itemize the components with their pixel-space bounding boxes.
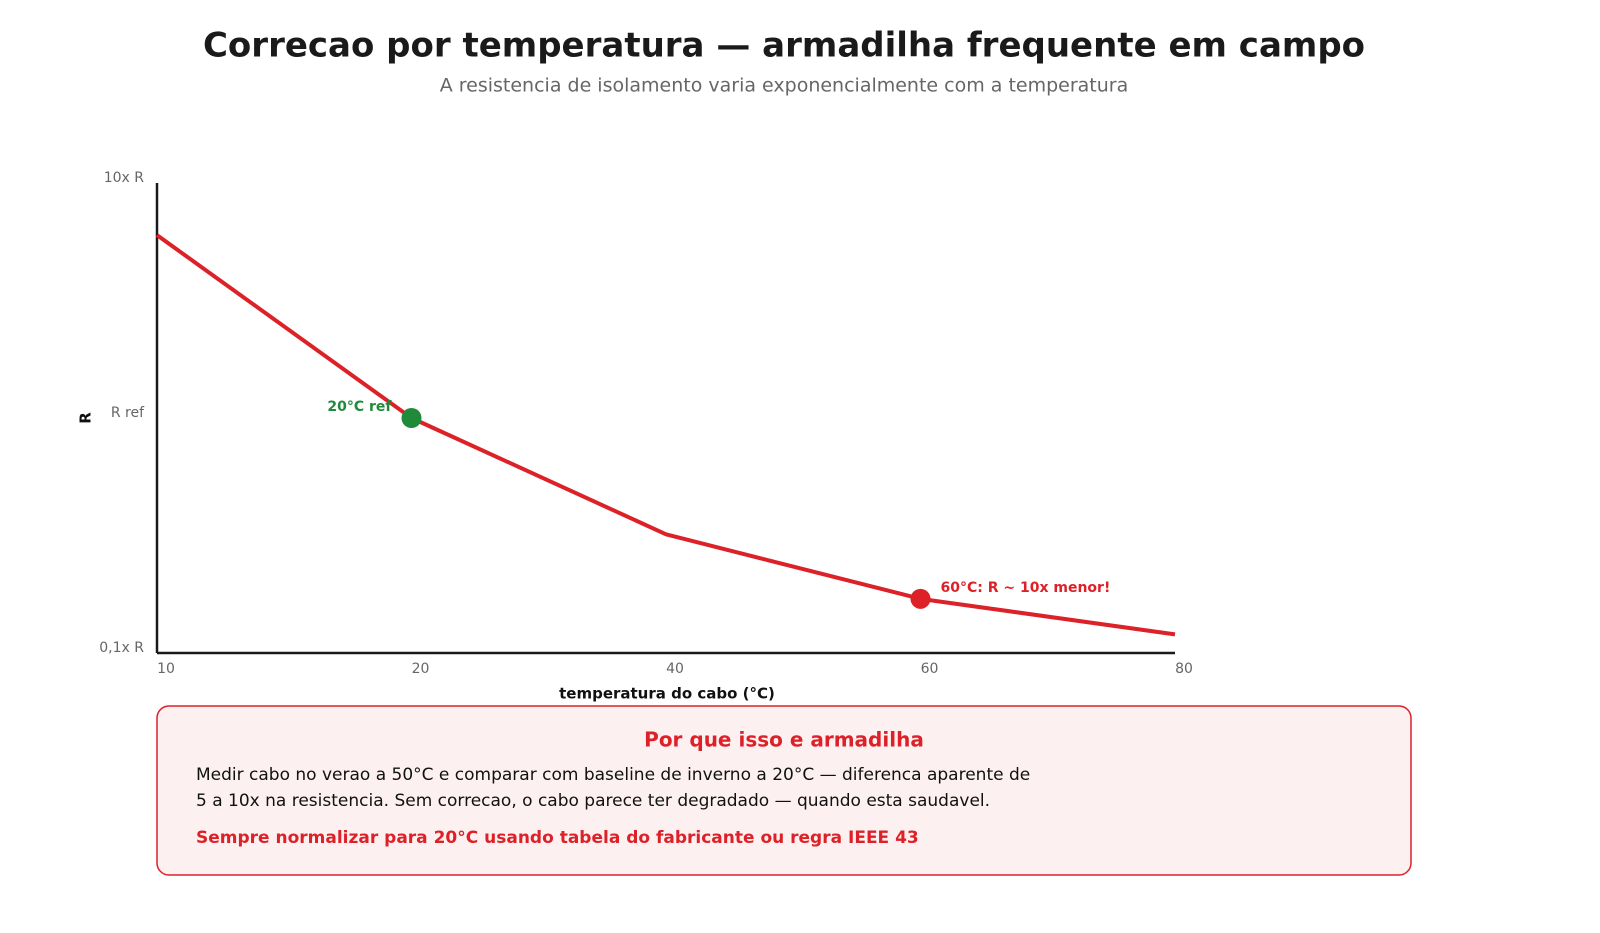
- point-marker: [401, 408, 422, 428]
- chart-title: Correcao por temperatura — armadilha fre…: [203, 26, 1365, 66]
- callout-line: Medir cabo no verao a 50°C e comparar co…: [196, 765, 1030, 785]
- callout-box: [156, 705, 1412, 876]
- x-axis-label: temperatura do cabo (°C): [559, 685, 775, 703]
- callout-line: 5 a 10x na resistencia. Sem correcao, o …: [196, 791, 990, 811]
- x-tick-label: 40: [666, 661, 684, 677]
- y-tick-label: 10x R: [104, 170, 145, 186]
- x-tick-label: 60: [921, 661, 939, 677]
- annotation: 60°C: R ~ 10x menor!: [941, 580, 1111, 596]
- point-marker: [910, 588, 931, 609]
- callout-note: Sempre normalizar para 20°C usando tabel…: [196, 828, 919, 848]
- x-tick-label: 80: [1175, 661, 1193, 677]
- data-line: [155, 233, 1176, 637]
- y-axis-label: R: [77, 412, 95, 424]
- x-tick-label: 10: [157, 661, 175, 677]
- callout-title: Por que isso e armadilha: [644, 728, 924, 752]
- y-tick-label: R ref: [111, 405, 145, 421]
- annotation: 20°C ref: [327, 399, 392, 415]
- chart-subtitle: A resistencia de isolamento varia expone…: [440, 75, 1129, 97]
- x-tick-label: 20: [412, 661, 430, 677]
- y-tick-label: 0,1x R: [99, 640, 144, 656]
